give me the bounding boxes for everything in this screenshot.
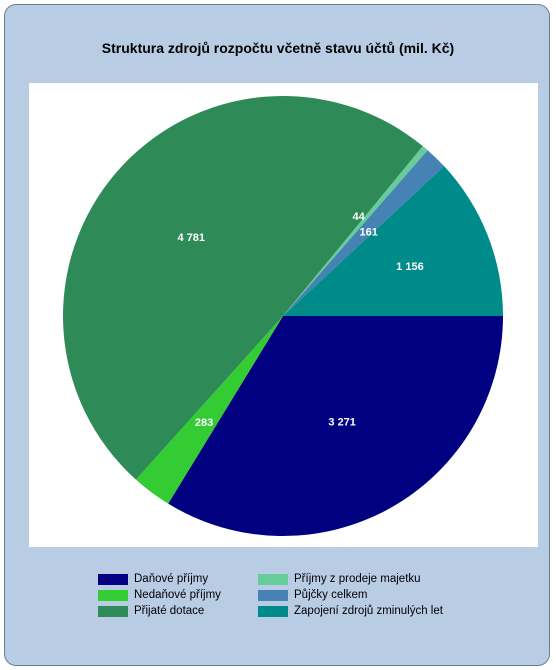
pie-chart: 3 271 283 4 781 44 161 1 156 (62, 95, 504, 536)
pie-slice-1 (168, 316, 504, 536)
slice-label-3: 4 781 (178, 232, 206, 244)
legend-item-5: Půjčky celkem (258, 589, 464, 601)
pie-slice-6 (283, 166, 503, 316)
slice-label-2: 283 (195, 417, 213, 429)
legend-item-3: Přijaté dotace (98, 605, 304, 617)
legend-item-1: Daňové příjmy (98, 573, 304, 585)
slice-label-4: 44 (353, 211, 366, 223)
pie-slice-3 (62, 95, 423, 480)
pie-slice-2 (135, 316, 283, 504)
legend-item-2: Nedaňové příjmy (98, 589, 304, 601)
legend-label: Nedaňové příjmy (134, 589, 221, 601)
pie-slice-5 (283, 150, 445, 316)
legend-label: Příjmy z prodeje majetku (294, 573, 421, 585)
slice-label-1: 3 271 (328, 417, 356, 429)
legend-swatch (98, 606, 128, 617)
pie-slice-4 (283, 146, 428, 316)
chart-title: Struktura zdrojů rozpočtu včetně stavu ú… (101, 40, 455, 56)
legend-swatch (258, 606, 288, 617)
legend-item-6: Zapojení zdrojů zminulých let (258, 605, 464, 617)
legend-swatch (258, 574, 288, 585)
legend-swatch (98, 590, 128, 601)
legend-swatch (258, 590, 288, 601)
legend-label: Zapojení zdrojů zminulých let (294, 605, 443, 617)
slice-label-6: 1 156 (396, 261, 424, 273)
plot-area: 3 271 283 4 781 44 161 1 156 (29, 83, 538, 547)
legend-swatch (98, 574, 128, 585)
legend-item-4: Příjmy z prodeje majetku (258, 573, 464, 585)
legend-label: Přijaté dotace (134, 605, 205, 617)
legend-label: Půjčky celkem (294, 589, 368, 601)
legend-label: Daňové příjmy (134, 573, 209, 585)
slice-label-5: 161 (360, 227, 378, 239)
legend: Daňové příjmy Nedaňové příjmy Přijaté dota… (98, 573, 498, 653)
